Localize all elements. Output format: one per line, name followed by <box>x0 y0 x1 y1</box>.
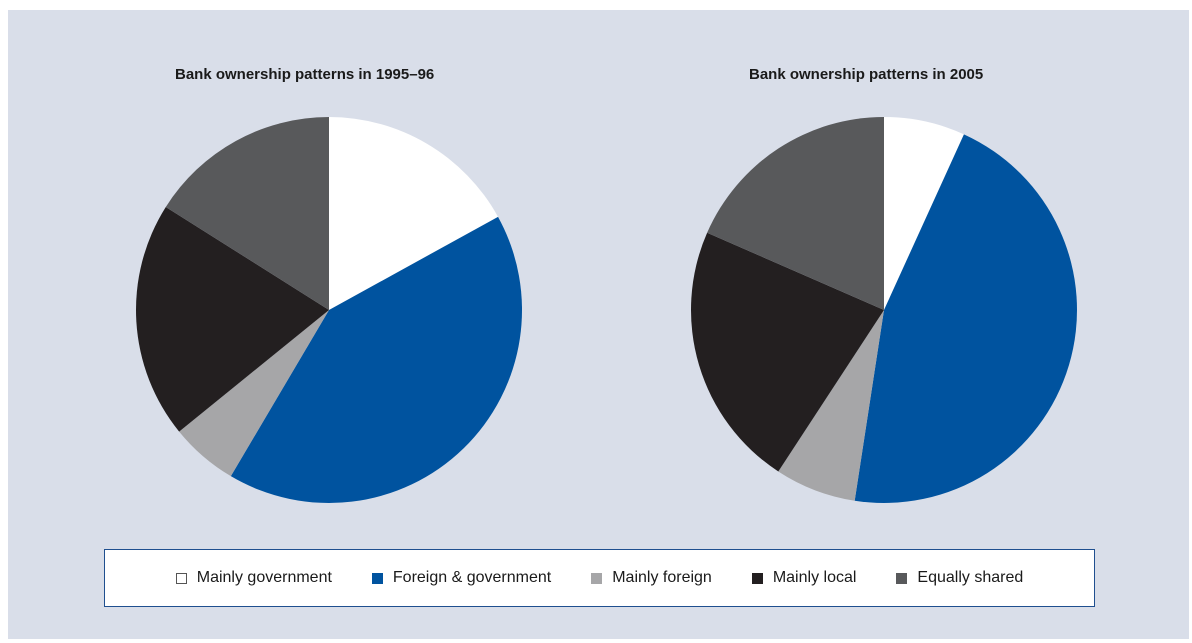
pie-2005 <box>691 117 1077 504</box>
legend-item-mainly-local: Mainly local <box>751 569 857 587</box>
legend-label: Mainly local <box>772 569 857 586</box>
pie-1995-96 <box>135 117 522 503</box>
chart-title-2005: Bank ownership patterns in 2005 <box>749 66 984 83</box>
pie-slice-mainly-foreign <box>179 310 329 477</box>
legend-label: Mainly government <box>196 569 332 586</box>
chart-title-1995-96: Bank ownership patterns in 1995–96 <box>175 66 435 83</box>
pie-slice-equally-shared <box>707 117 884 310</box>
pie-slice-mainly-government <box>884 117 964 310</box>
legend-item-foreign-government: Foreign & government <box>371 569 552 587</box>
legend-swatch <box>371 572 383 584</box>
pie-slice-mainly-local <box>135 206 329 432</box>
legend-item-mainly-foreign: Mainly foreign <box>591 569 712 587</box>
legend-swatch <box>175 572 187 584</box>
legend-swatch <box>751 572 763 584</box>
legend-swatch <box>591 572 603 584</box>
legend-swatch <box>896 572 908 584</box>
legend-label: Foreign & government <box>392 569 552 586</box>
pie-slice-mainly-government <box>329 117 499 310</box>
legend-label: Mainly foreign <box>612 569 712 586</box>
pie-slice-mainly-foreign <box>778 310 884 501</box>
legend-label: Equally shared <box>917 569 1024 586</box>
pie-slice-equally-shared <box>165 117 329 310</box>
legend: Mainly government Foreign & government M… <box>104 549 1095 607</box>
pie-slice-foreign-government <box>230 216 522 503</box>
legend-item-mainly-government: Mainly government <box>175 569 332 587</box>
pie-slice-mainly-local <box>691 232 884 472</box>
legend-item-equally-shared: Equally shared <box>896 569 1023 587</box>
pie-slice-foreign-government <box>854 134 1077 504</box>
